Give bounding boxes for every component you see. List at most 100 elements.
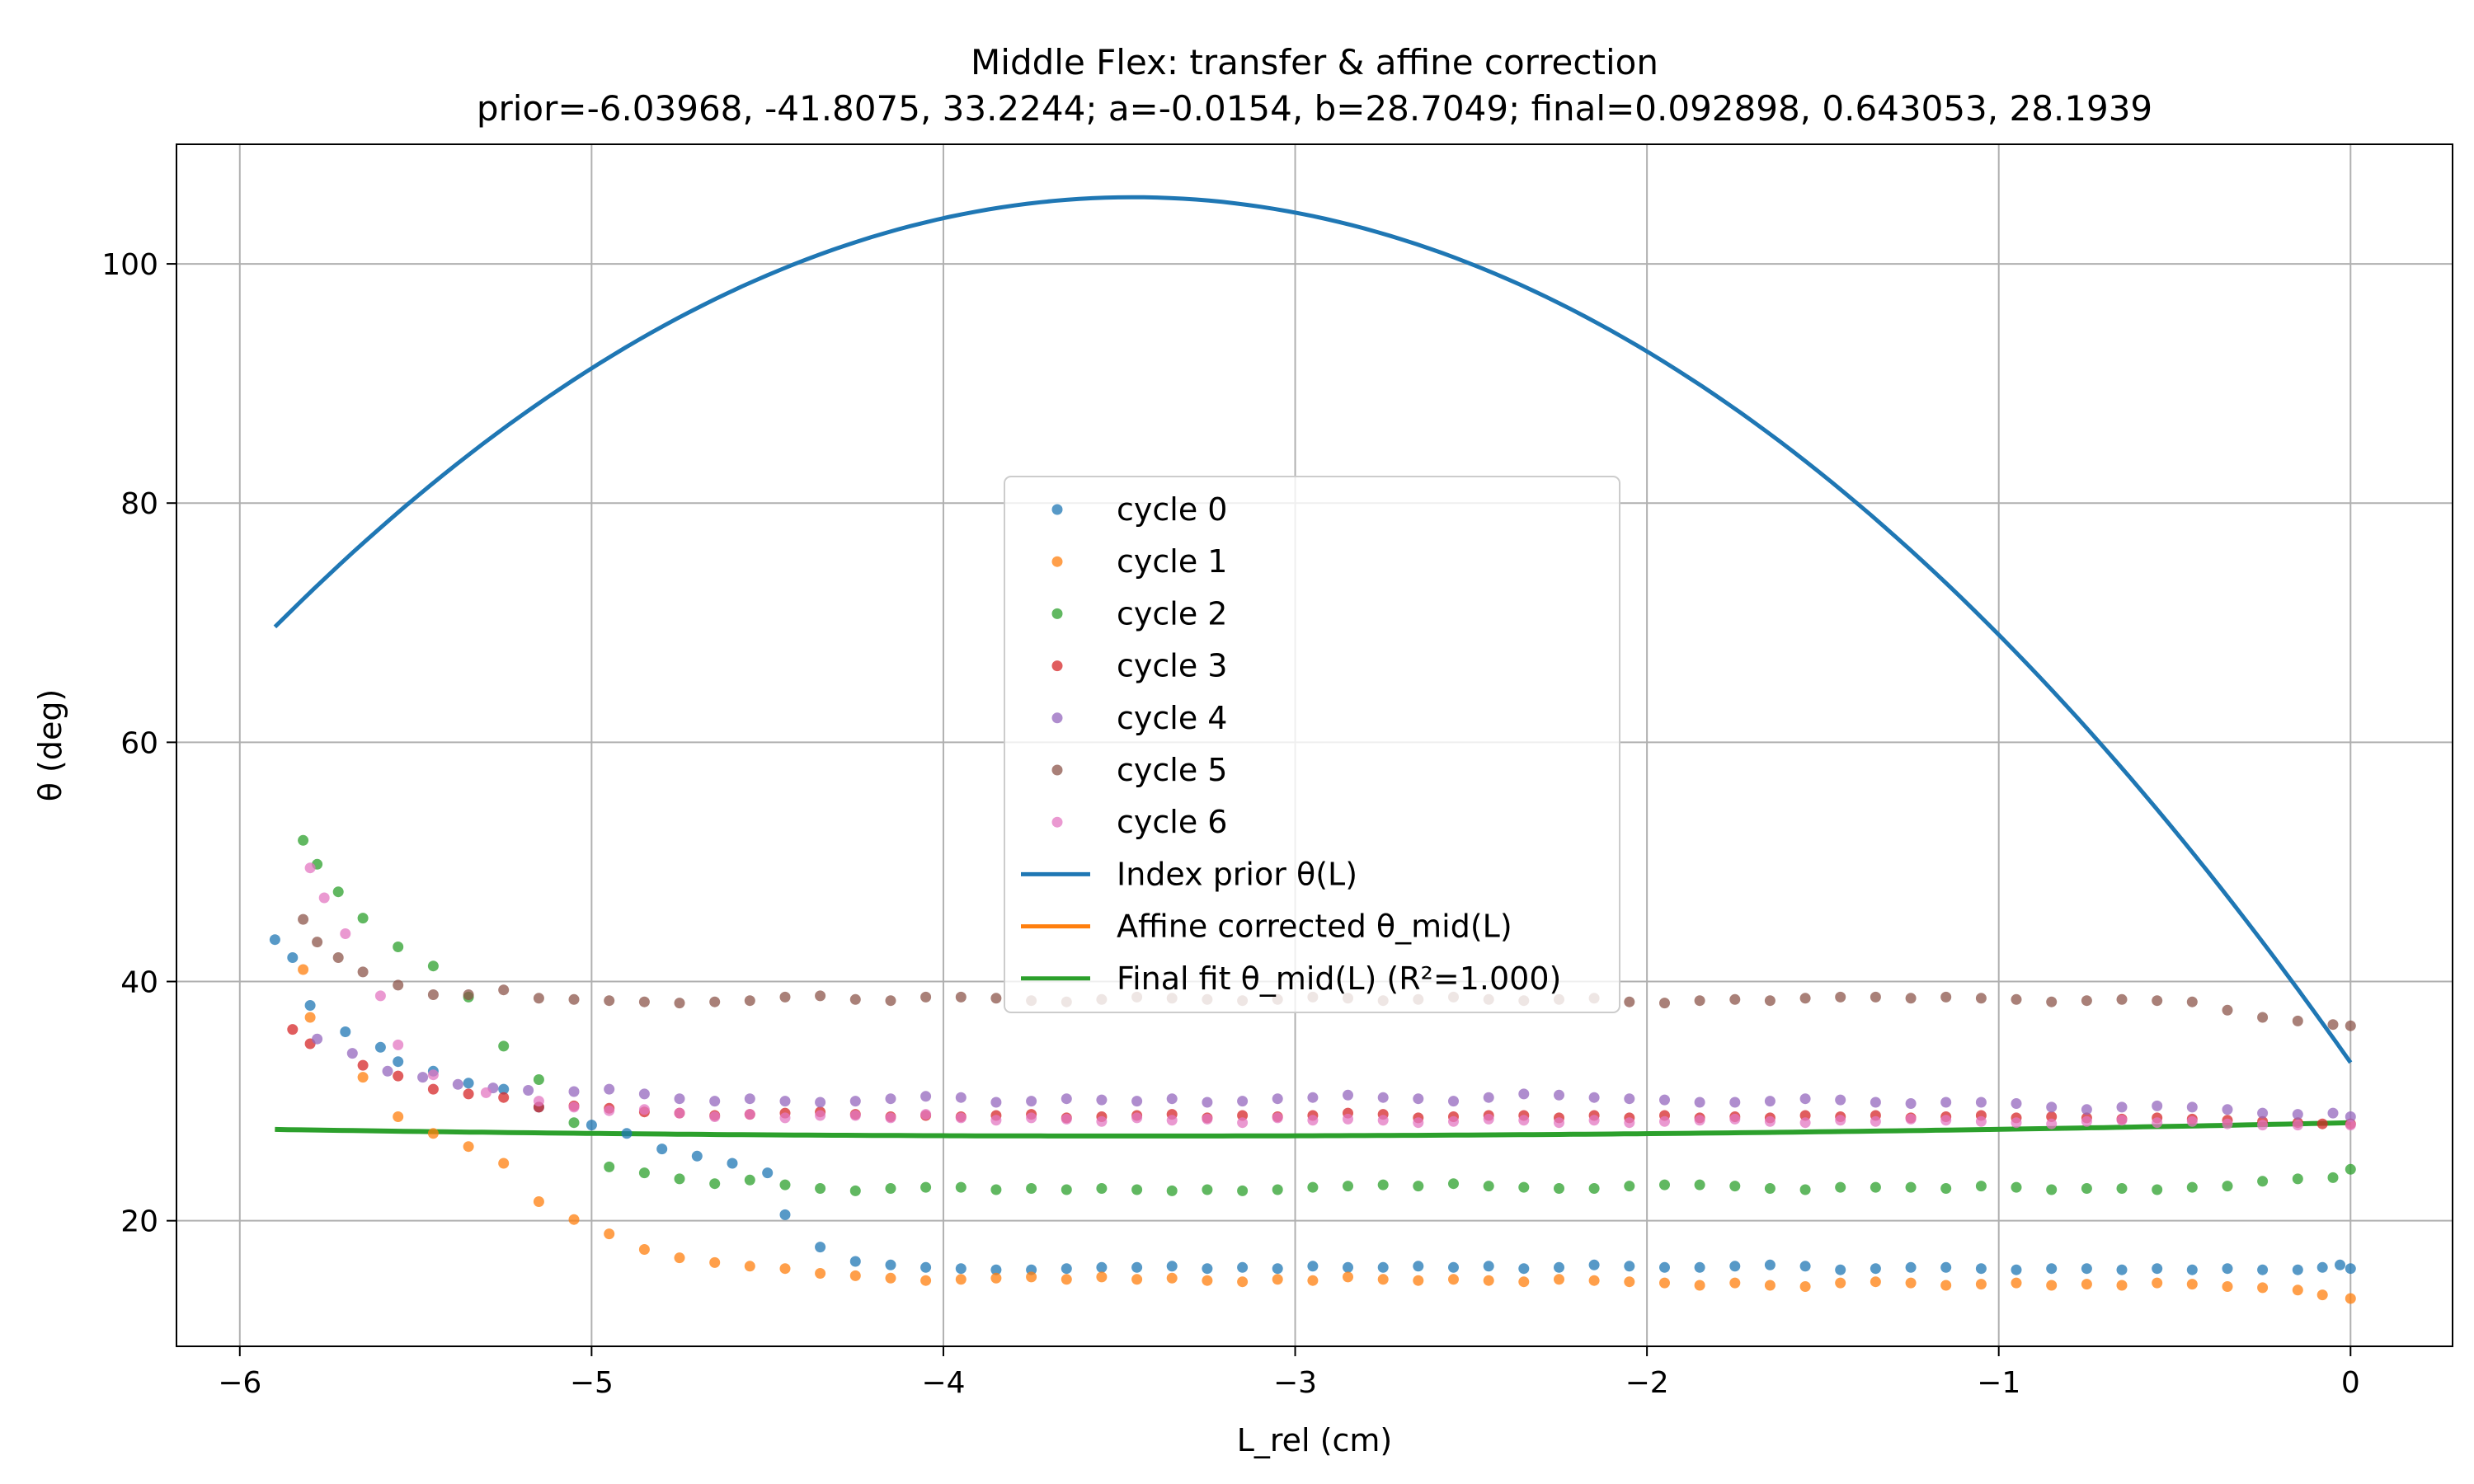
data-point [312,937,323,948]
data-point [744,1174,755,1186]
data-point [1061,1184,1072,1195]
data-point [1764,1280,1776,1291]
data-point [2222,1118,2233,1129]
data-point [346,1048,358,1059]
data-point [1659,1261,1670,1273]
data-point [1483,1113,1494,1125]
data-point [955,1112,967,1124]
data-point [1166,1185,1178,1196]
legend-marker [1051,608,1063,619]
data-point [298,913,309,925]
data-point [2081,1279,2092,1290]
data-point [885,1272,896,1284]
data-point [815,1097,826,1108]
data-point [1799,1117,1811,1129]
data-point [357,1059,369,1071]
data-point [2186,1264,2198,1275]
data-point [1870,1097,1881,1108]
data-point [568,1101,580,1113]
data-point [2345,1020,2356,1031]
data-point [1272,1093,1283,1105]
data-point [2257,1176,2269,1187]
data-point [1413,1181,1424,1192]
data-point [1659,1115,1670,1127]
data-point [1307,1115,1319,1126]
data-point [393,1039,404,1050]
data-point [2222,1281,2233,1292]
legend-entry: cycle 5 [1117,752,1227,788]
scatter-series-1 [298,964,2356,1304]
data-point [1624,1181,1635,1192]
data-point [340,928,351,939]
data-point [1202,1097,1213,1108]
data-point [1483,1181,1494,1192]
data-point [1764,1259,1776,1270]
data-point [955,1274,967,1285]
data-point [1272,1263,1283,1275]
x-tick-label: −1 [1977,1366,2020,1400]
data-point [498,1158,510,1169]
data-point [1061,1263,1072,1275]
data-point [885,1112,896,1124]
data-point [1448,1096,1459,1107]
data-point [1799,1261,1811,1272]
data-point [1694,1280,1705,1291]
data-point [1659,1094,1670,1106]
data-point [2292,1015,2303,1026]
data-point [2257,1012,2269,1023]
data-point [1131,1096,1143,1107]
data-point [1835,1181,1846,1193]
data-point [2116,1115,2128,1126]
data-point [1905,1261,1917,1273]
data-point [463,1078,474,1089]
data-point [1343,1271,1353,1283]
data-point [604,1083,615,1095]
data-point [638,1088,650,1100]
data-point [709,1256,721,1268]
data-point [2292,1173,2303,1185]
data-point [533,1196,544,1207]
axis-ticks: −6 −5 −4 −3 −2 −1 0 20 40 60 80 100 [101,248,2359,1400]
data-point [2152,1277,2163,1289]
data-point [885,1259,896,1270]
legend-entry: cycle 1 [1117,543,1227,580]
chart-title: Middle Flex: transfer & affine correctio… [971,42,1658,82]
data-point [498,1040,510,1052]
data-point [1905,1181,1917,1193]
data-point [269,934,280,946]
data-point [1166,1093,1178,1105]
data-point [2257,1264,2269,1275]
data-point [1554,1089,1564,1101]
data-point [2186,1279,2198,1290]
data-point [1026,1112,1037,1124]
data-point [885,995,896,1007]
data-point [674,998,685,1009]
data-point [2046,1263,2058,1275]
data-point [990,1264,1002,1275]
x-tick-label: −5 [570,1366,614,1400]
data-point [990,1097,1002,1108]
data-point [2292,1284,2303,1296]
data-point [1518,1181,1530,1193]
data-point [1764,995,1776,1007]
data-point [1554,1274,1564,1285]
data-point [417,1072,429,1083]
data-point [674,1173,685,1185]
data-point [1518,1276,1530,1288]
legend-entry: Index prior θ(L) [1117,856,1357,892]
legend-box [1004,476,1620,1013]
data-point [815,1183,826,1194]
scatter-series-2 [298,834,2356,1196]
plot-area [176,143,2453,1347]
y-tick-label: 80 [120,487,158,521]
data-point [1870,1181,1881,1193]
data-point [920,1091,932,1102]
data-point [849,1096,861,1107]
data-point [1483,1275,1494,1286]
data-point [762,1167,774,1179]
data-point [568,1086,580,1097]
data-point [2186,1115,2198,1127]
data-point [1237,1276,1249,1288]
data-point [1518,1263,1530,1275]
